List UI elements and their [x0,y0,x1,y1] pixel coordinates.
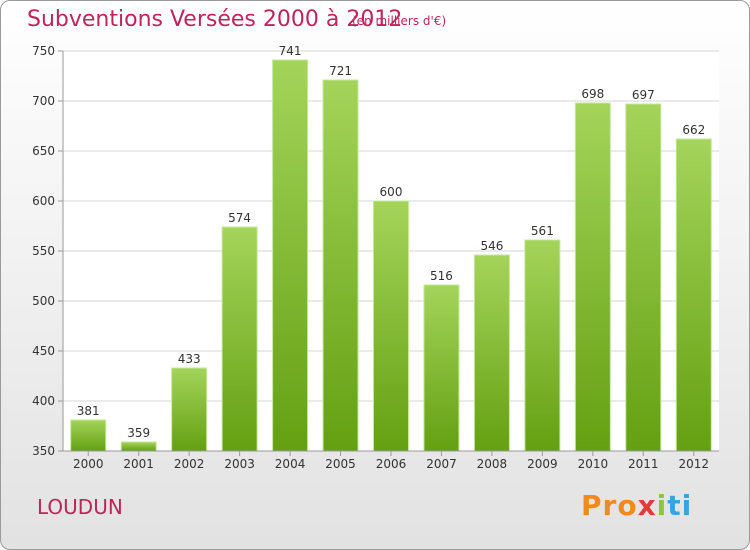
chart-title: Subventions Versées 2000 à 2012 [27,7,403,32]
bar-2009 [524,239,561,452]
logo-part-3: i [656,489,668,522]
data-label: 433 [178,352,201,366]
bar-2004 [272,59,309,452]
bar-2011 [625,103,662,452]
data-label: 698 [581,87,604,101]
x-tick-label: 2002 [174,457,205,471]
y-tick-label: 700 [32,94,55,108]
data-label: 600 [380,185,403,199]
y-tick-label: 400 [32,394,55,408]
bar-2007 [423,284,460,452]
x-tick-label: 2000 [73,457,104,471]
x-tick-label: 2001 [123,457,154,471]
data-label: 546 [480,239,503,253]
y-axis: 350 400 450 500 550 600 650 700 750 [32,44,63,458]
x-tick-label: 2007 [426,457,457,471]
bar-2001 [120,441,157,452]
logo-part-1: Pro [581,489,638,522]
data-label: 741 [279,44,302,58]
y-tick-label: 650 [32,144,55,158]
logo-part-4: ti [667,489,693,522]
y-tick-label: 500 [32,294,55,308]
data-label: 359 [127,426,150,440]
data-label: 662 [682,123,705,137]
data-label: 516 [430,269,453,283]
logo-part-2: x [637,489,657,522]
x-tick-label: 2006 [376,457,407,471]
bar-2000 [70,419,107,452]
bar-2005 [322,79,359,452]
y-tick-label: 750 [32,44,55,58]
y-tick-label: 600 [32,194,55,208]
bar-2008 [473,254,510,452]
chart-subtitle: (en milliers d'€) [352,14,447,28]
y-tick-label: 350 [32,444,55,458]
city-name: LOUDUN [37,495,123,519]
x-tick-label: 2004 [275,457,306,471]
data-label: 561 [531,224,554,238]
data-label: 381 [77,404,100,418]
x-tick-label: 2008 [477,457,508,471]
bar-2002 [171,367,208,452]
x-tick-label: 2011 [628,457,659,471]
data-label: 574 [228,211,251,225]
bars [70,59,712,452]
x-axis: 2000 2001 2002 2003 2004 2005 2006 2007 2008 2009… [73,451,709,471]
data-label: 721 [329,64,352,78]
x-tick-label: 2005 [325,457,356,471]
bar-2012 [675,138,712,452]
x-tick-label: 2012 [678,457,709,471]
bar-2006 [373,200,409,452]
bar-2003 [221,226,258,452]
x-tick-label: 2010 [578,457,609,471]
data-labels: 381 359 433 574 741 721 600 516 546 561 698 697 662 [77,44,705,440]
x-tick-label: 2003 [224,457,255,471]
data-label: 697 [632,88,655,102]
y-tick-label: 450 [32,344,55,358]
x-tick-label: 2009 [527,457,558,471]
proxiti-logo: Proxiti [581,489,692,522]
y-tick-label: 550 [32,244,55,258]
bar-2010 [574,102,611,452]
